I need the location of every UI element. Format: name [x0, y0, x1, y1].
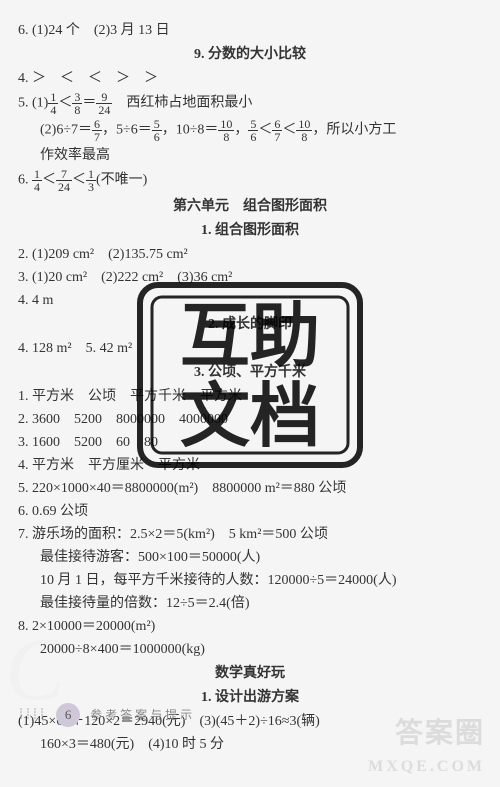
u6-l2: 2. 3600 5200 8000000 4000000	[18, 409, 482, 430]
unit6-title: 第六单元 组合图形面积	[18, 196, 482, 217]
footer-label: 参考答案与提示	[90, 706, 195, 724]
fun-title: 数学真好玩	[18, 663, 482, 684]
u6-l8b: 20000÷8×400＝1000000(kg)	[18, 639, 482, 660]
s9-q5-1: 5. (1)14＜38＝924 西红柿占地面积最小	[18, 91, 482, 116]
u6-l4: 4. 平方米 平方厘米 平方米	[18, 455, 482, 476]
page-number: 6	[56, 703, 80, 727]
u6-q3: 3. (1)20 cm² (2)222 cm² (3)36 cm²	[18, 267, 482, 288]
q6-line: 6. (1)24 个 (2)3 月 13 日	[18, 20, 482, 41]
watermark-text-1: 答案圈	[368, 713, 485, 755]
unit6-sub1: 1. 组合图形面积	[18, 220, 482, 241]
u6-l7d: 最佳接待量的倍数：12÷5＝2.4(倍)	[18, 593, 482, 614]
s9-q5-2a: (2)6÷7＝67，5÷6＝56，10÷8＝108，56＜67＜108，所以小方…	[18, 118, 482, 143]
s9-q4: 4. ＞ ＜ ＜ ＞ ＞	[18, 68, 482, 89]
unit6-sub3: 3. 公顷、平方千米	[18, 362, 482, 383]
footer-dots: ┊┊┊┊	[18, 707, 46, 722]
s9-q6: 6. 14＜724＜13(不唯一)	[18, 168, 482, 193]
u6-l3: 3. 1600 5200 60 80	[18, 432, 482, 453]
page-footer: ┊┊┊┊ 6 参考答案与提示	[18, 703, 195, 727]
u6-l1: 1. 平方米 公顷 平方千米 平方米	[18, 386, 482, 407]
u6-q4b: 4. 128 m² 5. 42 m²	[18, 338, 482, 359]
section-9-title: 9. 分数的大小比较	[18, 44, 482, 65]
u6-l7c: 10 月 1 日，每平方千米接待的人数：120000÷5＝24000(人)	[18, 570, 482, 591]
u6-l5: 5. 220×1000×40＝8800000(m²) 8800000 m²＝88…	[18, 478, 482, 499]
u6-q4: 4. 4 m	[18, 290, 482, 311]
u6-l8a: 8. 2×10000＝20000(m²)	[18, 616, 482, 637]
u6-l6: 6. 0.69 公顷	[18, 501, 482, 522]
u6-l7b: 最佳接待游客：500×100＝50000(人)	[18, 547, 482, 568]
s9-q5-2b: 作效率最高	[18, 145, 482, 166]
u6-l7a: 7. 游乐场的面积：2.5×2＝5(km²) 5 km²＝500 公顷	[18, 524, 482, 545]
watermark-text-2: MXQE.COM	[368, 755, 485, 779]
unit6-sub2: 2. 成长的脚印	[18, 314, 482, 335]
u6-q2: 2. (1)209 cm² (2)135.75 cm²	[18, 244, 482, 265]
bottom-watermark: 答案圈 MXQE.COM	[368, 713, 485, 779]
